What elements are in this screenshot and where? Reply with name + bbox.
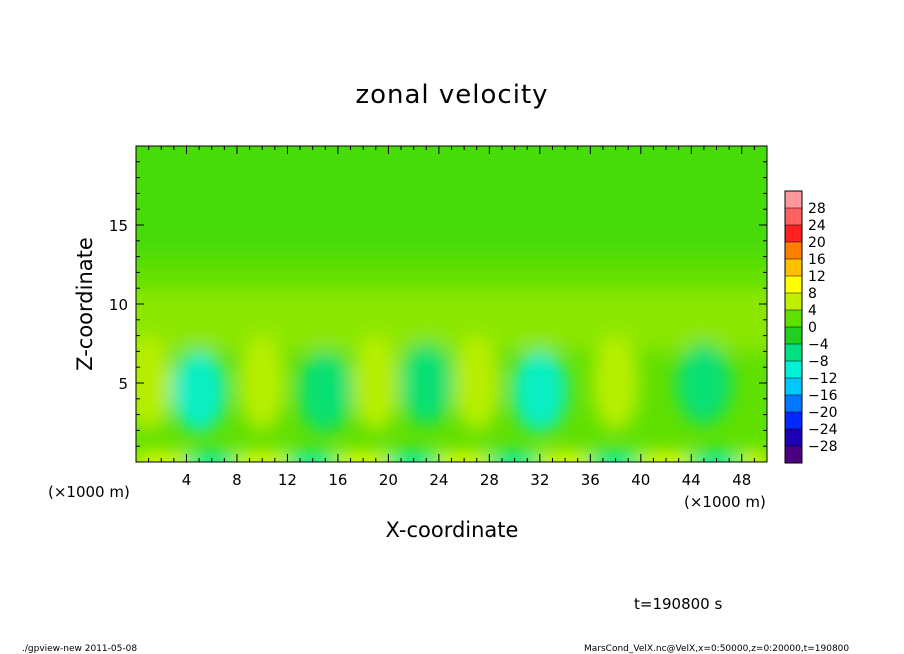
negative-cell xyxy=(675,341,732,425)
x-tick-label: 44 xyxy=(682,471,701,489)
negative-cell xyxy=(171,348,228,433)
colorbar-swatch xyxy=(785,225,802,242)
boundary-cell xyxy=(286,452,315,462)
x-tick-label: 4 xyxy=(182,471,192,489)
colorbar-swatch xyxy=(785,208,802,225)
x-tick-label: 48 xyxy=(732,471,751,489)
x-tick-label: 36 xyxy=(581,471,600,489)
boundary-cell xyxy=(235,452,264,462)
positive-cell xyxy=(591,335,640,431)
boundary-cell xyxy=(260,452,289,462)
colorbar-swatch xyxy=(785,378,802,395)
colorbar-label: 16 xyxy=(808,252,826,268)
colorbar-label: 0 xyxy=(808,320,817,336)
colorbar-label: 24 xyxy=(808,218,826,234)
boundary-cell xyxy=(336,452,365,462)
y-axis-label: Z-coordinate xyxy=(73,237,97,371)
x-tick-label: 16 xyxy=(328,471,347,489)
x-unit-label-left: (×1000 m) xyxy=(48,483,130,501)
positive-cell xyxy=(351,335,400,431)
boundary-cell xyxy=(513,452,542,462)
y-tick-label: 5 xyxy=(118,375,128,393)
footer-right-text: MarsCond_VelX.nc@VelX,x=0:50000,z=0:2000… xyxy=(584,644,849,654)
negative-cell xyxy=(398,341,455,425)
boundary-cell xyxy=(689,452,718,462)
footer-left-text: ./gpview-new 2011-05-08 xyxy=(22,644,137,654)
colorbar-swatch xyxy=(785,293,802,310)
boundary-cell xyxy=(740,452,767,462)
x-tick-label: 24 xyxy=(429,471,448,489)
colorbar-label: 28 xyxy=(808,201,826,217)
boundary-cell xyxy=(563,452,592,462)
time-label: t=190800 s xyxy=(634,595,722,613)
colorbar-label: −28 xyxy=(808,439,838,455)
boundary-cell xyxy=(614,452,643,462)
boundary-cell xyxy=(159,452,188,462)
colorbar-label: −16 xyxy=(808,388,838,404)
colorbar-label: −20 xyxy=(808,405,838,421)
chart-title: zonal velocity xyxy=(355,80,548,110)
boundary-cell xyxy=(311,452,340,462)
x-unit-label-right: (×1000 m) xyxy=(684,493,766,511)
colorbar-swatch xyxy=(785,429,802,446)
boundary-cell xyxy=(136,452,163,462)
boundary-cell xyxy=(462,452,491,462)
y-tick-label: 15 xyxy=(109,217,128,235)
colorbar-swatch xyxy=(785,259,802,276)
colorbar-swatch xyxy=(785,327,802,344)
boundary-cell xyxy=(361,452,390,462)
positive-cell xyxy=(136,335,173,431)
boundary-cell xyxy=(387,452,416,462)
colorbar-swatch xyxy=(785,344,802,361)
heatmap-field xyxy=(136,146,767,462)
colorbar-label: −8 xyxy=(808,354,829,370)
colorbar-label: 20 xyxy=(808,235,826,251)
colorbar-swatch xyxy=(785,191,802,208)
negative-cell xyxy=(511,348,568,433)
colorbar-label: 12 xyxy=(808,269,826,285)
upper-region xyxy=(136,146,767,257)
boundary-cell xyxy=(412,452,441,462)
colorbar-label: −4 xyxy=(808,337,829,353)
colorbar-label: −24 xyxy=(808,422,838,438)
x-tick-label: 28 xyxy=(480,471,499,489)
x-tick-label: 12 xyxy=(278,471,297,489)
x-axis: 4 8 12 16 20 24 28 32 36 40 44 48 xyxy=(148,146,755,489)
boundary-cell xyxy=(487,452,516,462)
colorbar-swatch xyxy=(785,276,802,293)
x-tick-label: 8 xyxy=(232,471,242,489)
y-axis: 5 10 15 xyxy=(109,161,767,447)
colorbar-swatch xyxy=(785,412,802,429)
boundary-cell xyxy=(588,452,617,462)
y-tick-label: 10 xyxy=(109,296,128,314)
x-axis-label: X-coordinate xyxy=(386,518,519,542)
colorbar-label: 4 xyxy=(808,303,817,319)
boundary-cell xyxy=(715,452,744,462)
colorbar-swatch xyxy=(785,361,802,378)
negative-cell xyxy=(297,348,354,433)
positive-cell xyxy=(452,335,501,431)
boundary-cell xyxy=(210,452,239,462)
x-tick-label: 32 xyxy=(530,471,549,489)
boundary-cell xyxy=(664,452,693,462)
colorbar-swatch xyxy=(785,395,802,412)
colorbar-swatch xyxy=(785,310,802,327)
boundary-cell xyxy=(538,452,567,462)
boundary-cell xyxy=(185,452,214,462)
colorbar-swatch xyxy=(785,242,802,259)
shear-band xyxy=(136,288,767,352)
boundary-cell xyxy=(639,452,668,462)
colorbar-swatch xyxy=(785,446,802,463)
colorbar-label: −12 xyxy=(808,371,838,387)
x-tick-label: 20 xyxy=(379,471,398,489)
boundary-cell xyxy=(437,452,466,462)
positive-cell xyxy=(238,335,287,431)
x-tick-label: 40 xyxy=(631,471,650,489)
colorbar-label: 8 xyxy=(808,286,817,302)
